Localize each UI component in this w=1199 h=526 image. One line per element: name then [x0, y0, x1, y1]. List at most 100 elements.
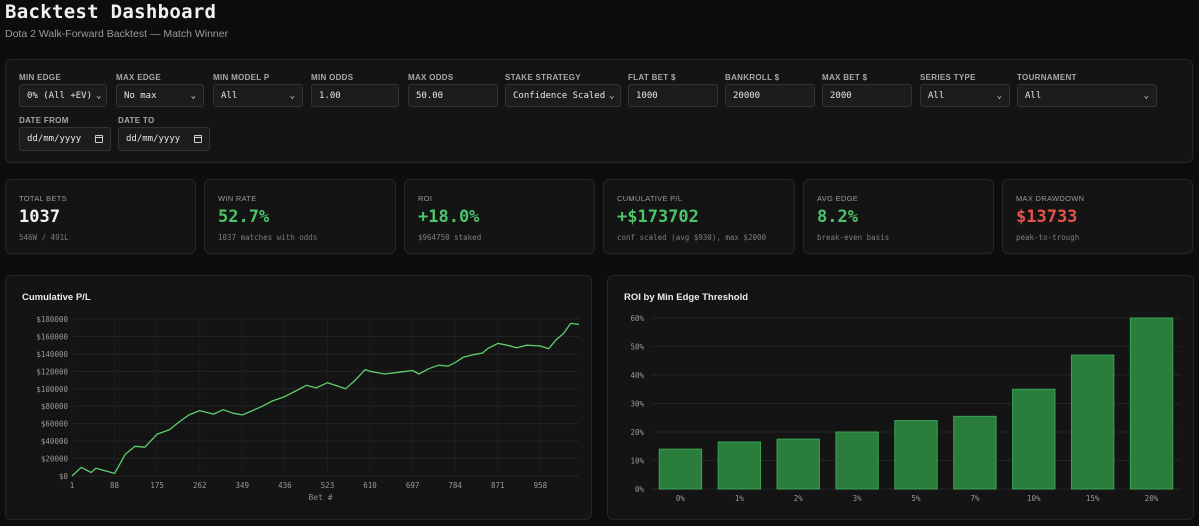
- kpi-value: 8.2%: [817, 207, 858, 227]
- roi-bar: [835, 431, 879, 490]
- stake-strategy-select[interactable]: Confidence Scaled ⌄: [505, 84, 621, 107]
- min-odds-label: MIN ODDS: [311, 73, 354, 82]
- chart-title: ROI by Min Edge Threshold: [624, 292, 749, 303]
- page-title: Backtest Dashboard: [5, 1, 217, 23]
- y-tick-label: $180000: [36, 315, 68, 324]
- date-to-input[interactable]: dd/mm/yyyy: [118, 127, 210, 151]
- kpi-total-bets: TOTAL BETS 1037 546W / 491L: [5, 179, 196, 254]
- x-tick-label: 175: [150, 481, 164, 490]
- series-type-select[interactable]: All ⌄: [920, 84, 1010, 107]
- kpi-value: 52.7%: [218, 207, 270, 227]
- date-from-input[interactable]: dd/mm/yyyy: [19, 127, 111, 151]
- kpi-subtext: peak-to-trough: [1016, 233, 1080, 242]
- x-tick-label: 10%: [1027, 494, 1041, 503]
- min-model-p-value: All: [221, 90, 238, 101]
- min-edge-value: 0% (All +EV): [27, 90, 93, 101]
- roi-bar: [717, 441, 762, 490]
- date-from-label: DATE FROM: [19, 116, 69, 125]
- calendar-icon[interactable]: [194, 135, 202, 143]
- flat-bet-label: FLAT BET $: [628, 73, 676, 82]
- chevron-down-icon: ⌄: [190, 90, 196, 101]
- date-to-label: DATE TO: [118, 116, 155, 125]
- tournament-field: TOURNAMENT All ⌄: [1017, 73, 1157, 107]
- max-edge-field: MAX EDGE No max ⌄: [116, 73, 204, 107]
- kpi-subtext: 546W / 491L: [19, 233, 69, 242]
- x-tick-label: 1: [70, 481, 75, 490]
- tournament-label: TOURNAMENT: [1017, 73, 1077, 82]
- x-tick-label: 349: [236, 481, 250, 490]
- max-edge-value: No max: [124, 90, 157, 101]
- x-tick-label: 436: [278, 481, 292, 490]
- series-type-label: SERIES TYPE: [920, 73, 976, 82]
- bankroll-field: BANKROLL $ 20000: [725, 73, 815, 107]
- x-tick-label: 1%: [735, 494, 745, 503]
- kpi-label: ROI: [418, 194, 433, 203]
- min-odds-input[interactable]: 1.00: [311, 84, 399, 107]
- min-odds-field: MIN ODDS 1.00: [311, 73, 399, 107]
- kpi-subtext: conf scaled (avg $930), max $2000: [617, 233, 767, 242]
- flat-bet-input[interactable]: 1000: [628, 84, 718, 107]
- roi-bar: [1012, 388, 1056, 490]
- series-type-value: All: [928, 90, 945, 101]
- tournament-select[interactable]: All ⌄: [1017, 84, 1157, 107]
- bankroll-label: BANKROLL $: [725, 73, 780, 82]
- kpi-subtext: $964750 staked: [418, 233, 482, 242]
- min-edge-label: MIN EDGE: [19, 73, 61, 82]
- y-tick-label: $100000: [36, 385, 68, 394]
- date-from-field: DATE FROM dd/mm/yyyy: [19, 116, 111, 151]
- x-tick-label: 0%: [676, 494, 686, 503]
- filters-panel: MIN EDGE 0% (All +EV) ⌄ MAX EDGE No max …: [5, 59, 1193, 163]
- kpi-label: TOTAL BETS: [19, 194, 67, 203]
- y-tick-label: $60000: [41, 420, 69, 429]
- kpi-value: 1037: [19, 207, 60, 227]
- x-tick-label: 2%: [794, 494, 804, 503]
- x-axis-title: Bet #: [308, 493, 332, 502]
- flat-bet-field: FLAT BET $ 1000: [628, 73, 718, 107]
- max-bet-label: MAX BET $: [822, 73, 868, 82]
- x-tick-label: 5%: [911, 494, 921, 503]
- kpi-subtext: 1037 matches with odds: [218, 233, 318, 242]
- y-tick-label: $80000: [41, 402, 69, 411]
- date-from-value: dd/mm/yyyy: [27, 134, 82, 144]
- y-tick-label: 10%: [630, 457, 644, 466]
- min-edge-field: MIN EDGE 0% (All +EV) ⌄: [19, 73, 107, 107]
- min-model-p-select[interactable]: All ⌄: [213, 84, 303, 107]
- max-odds-input[interactable]: 50.00: [408, 84, 498, 107]
- y-tick-label: 40%: [630, 371, 644, 380]
- y-tick-label: $160000: [36, 332, 68, 341]
- y-tick-label: 50%: [630, 343, 644, 352]
- roi-bar: [1070, 354, 1115, 490]
- max-edge-select[interactable]: No max ⌄: [116, 84, 204, 107]
- y-tick-label: $40000: [41, 437, 69, 446]
- min-edge-select[interactable]: 0% (All +EV) ⌄: [19, 84, 107, 107]
- cumulative-pl-chart: Cumulative P/L $0 $20000 $40000 $60000 $8000…: [5, 275, 592, 520]
- kpi-label: MAX DRAWDOWN: [1016, 194, 1085, 203]
- date-to-value: dd/mm/yyyy: [126, 134, 181, 144]
- y-tick-label: 20%: [630, 428, 644, 437]
- x-tick-label: 697: [406, 481, 420, 490]
- x-tick-label: 88: [110, 481, 120, 490]
- max-bet-input[interactable]: 2000: [822, 84, 912, 107]
- cumulative-pl-svg: $0 $20000 $40000 $60000 $80000 $100000 $120000…: [36, 315, 580, 502]
- bankroll-input[interactable]: 20000: [725, 84, 815, 107]
- pl-series-line: [71, 322, 580, 477]
- x-tick-label: 784: [448, 481, 462, 490]
- max-odds-value: 50.00: [416, 90, 444, 101]
- stake-strategy-field: STAKE STRATEGY Confidence Scaled ⌄: [505, 73, 621, 107]
- calendar-icon[interactable]: [95, 135, 103, 143]
- kpi-subtext: break-even basis: [817, 233, 890, 242]
- x-tick-label: 610: [363, 481, 377, 490]
- tournament-value: All: [1025, 90, 1042, 101]
- max-bet-field: MAX BET $ 2000: [822, 73, 912, 107]
- max-edge-label: MAX EDGE: [116, 73, 162, 82]
- roi-bar: [658, 448, 703, 490]
- x-tick-label: 20%: [1145, 494, 1159, 503]
- stake-strategy-label: STAKE STRATEGY: [505, 73, 581, 82]
- chevron-down-icon: ⌄: [1143, 90, 1149, 101]
- x-tick-label: 7%: [970, 494, 980, 503]
- roi-by-edge-chart: ROI by Min Edge Threshold 0% 10% 20% 30% 40%…: [607, 275, 1194, 520]
- y-tick-label: 30%: [630, 400, 644, 409]
- roi-bar: [776, 438, 820, 490]
- y-tick-label: $0: [59, 472, 69, 481]
- x-tick-label: 3%: [853, 494, 863, 503]
